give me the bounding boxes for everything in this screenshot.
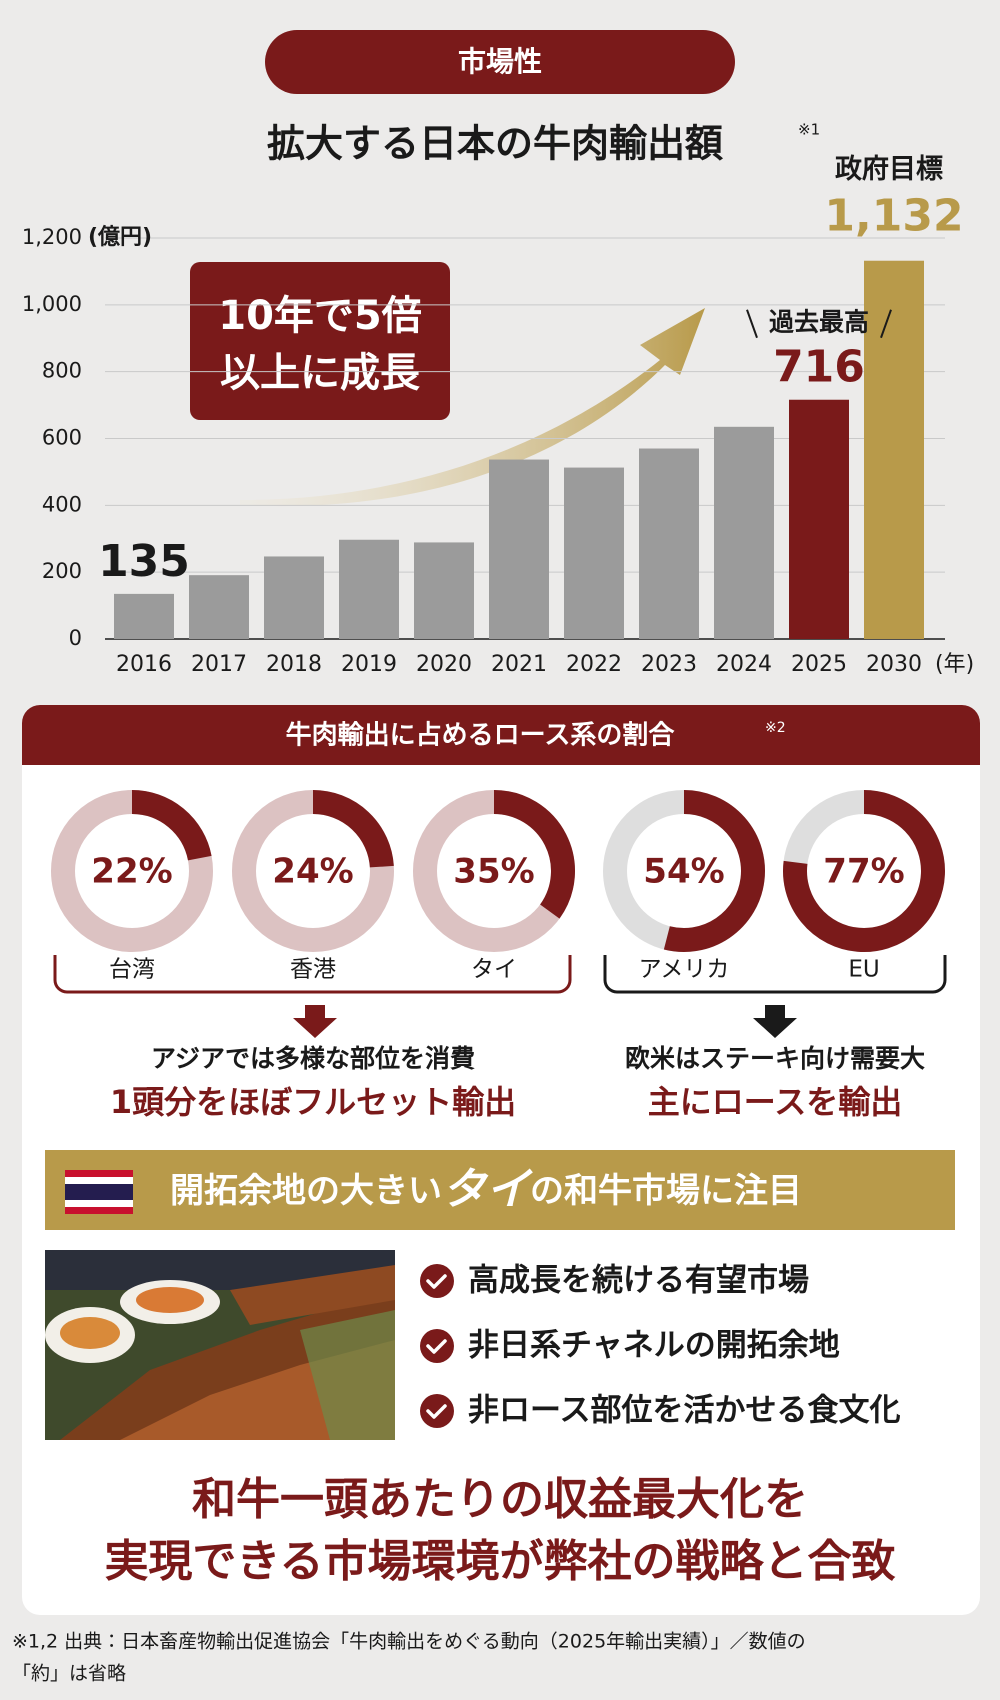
donut-arc (493, 790, 575, 919)
footnote: 「約」は省略 (12, 1663, 126, 1685)
down-arrow (753, 1005, 797, 1038)
bar (564, 467, 624, 639)
check-item: 非日系チャネルの開拓余地 (468, 1328, 840, 1364)
value-label: 1,132 (824, 191, 963, 242)
bar (114, 593, 174, 639)
banner-part: 開拓余地の大きい (170, 1171, 442, 1211)
badge: 市場性 (458, 45, 542, 78)
x-tick-label: 2020 (416, 652, 472, 677)
y-tick-label: 1,000 (22, 292, 82, 316)
note: ※1 (798, 121, 820, 139)
donut-arc (783, 790, 945, 952)
bar (264, 556, 324, 639)
category-label: EU (848, 957, 879, 983)
x-tick-label: 2024 (716, 652, 772, 677)
category-label: タイ (471, 957, 517, 983)
y-tick-label: 200 (42, 559, 82, 583)
conclusion: 実現できる市場環境が弊社の戦略と合致 (104, 1536, 895, 1587)
thai-flag (65, 1170, 133, 1214)
bar (789, 399, 849, 639)
x-axis-label: (年) (935, 652, 974, 677)
bar (339, 539, 399, 639)
banner (45, 1150, 955, 1230)
annotation-slash (880, 309, 892, 339)
x-tick-label: 2030 (866, 652, 922, 677)
y-tick-label: 0 (69, 626, 82, 650)
check-mark (426, 1274, 447, 1289)
footnote: ※1,2 出典：日本畜産物輸出促進協会「牛肉輸出をめぐる動向（2025年輸出実績… (12, 1631, 806, 1653)
x-tick-label: 2017 (191, 652, 247, 677)
x-tick-label: 2021 (491, 652, 547, 677)
donut-arc (131, 790, 212, 861)
callout: 10年で5倍 (218, 293, 422, 339)
conclusion: 和牛一頭あたりの収益最大化を (192, 1474, 808, 1525)
value-label: 54% (643, 852, 724, 892)
banner-part: の和牛市場に注目 (530, 1171, 802, 1211)
bar (189, 575, 249, 639)
growth-arrow (240, 308, 705, 507)
chart-title: 拡大する日本の牛肉輸出額 (267, 122, 723, 166)
banner-emphasis: タイ (442, 1164, 533, 1215)
category-label: アメリカ (639, 957, 730, 983)
y-axis-label: (億円) (88, 224, 152, 250)
banner-text: 開拓余地の大きいタイの和牛市場に注目 (170, 1164, 802, 1215)
bar (489, 459, 549, 639)
check-icon (420, 1264, 454, 1298)
y-tick-label: 400 (42, 492, 82, 516)
x-tick-label: 2018 (266, 652, 322, 677)
annotation: 政府目標 (835, 154, 943, 185)
note: ※2 (765, 720, 786, 736)
annotation: 過去最高 (769, 308, 869, 337)
bracket (603, 955, 947, 994)
value-label: 77% (823, 852, 904, 892)
y-tick-label: 800 (42, 359, 82, 383)
bar (714, 426, 774, 639)
check-mark (426, 1404, 447, 1419)
bar (864, 260, 924, 639)
check-item: 高成長を続ける有望市場 (468, 1263, 809, 1299)
check-item: 非ロース部位を活かせる食文化 (468, 1393, 900, 1429)
y-tick-label: 600 (42, 426, 82, 450)
check-icon (420, 1329, 454, 1363)
donut-arc (663, 790, 765, 952)
category-label: 台湾 (109, 957, 155, 983)
food-photo (45, 1250, 395, 1440)
group-caption: 欧米はステーキ向け需要大 (625, 1044, 925, 1073)
group-caption: アジアでは多様な部位を消費 (151, 1044, 475, 1073)
donut-arc (312, 790, 394, 868)
x-tick-label: 2019 (341, 652, 397, 677)
value-label: 24% (272, 852, 353, 892)
value-label: 22% (91, 852, 172, 892)
annotation-slash (746, 309, 758, 339)
x-tick-label: 2016 (116, 652, 172, 677)
x-tick-label: 2025 (791, 652, 847, 677)
check-icon (420, 1394, 454, 1428)
group-highlight: 1頭分をほぼフルセット輸出 (110, 1083, 516, 1121)
card-header (22, 705, 980, 765)
value-label: 135 (98, 536, 190, 587)
x-tick-label: 2022 (566, 652, 622, 677)
bar (639, 448, 699, 639)
y-tick-label: 1,200 (22, 225, 82, 249)
badge-bg (265, 30, 735, 94)
bar (414, 542, 474, 639)
section-title: 牛肉輸出に占めるロース系の割合 (286, 720, 676, 751)
callout-box (190, 262, 450, 420)
value-label: 35% (453, 852, 534, 892)
bracket (53, 955, 572, 994)
x-tick-label: 2023 (641, 652, 697, 677)
value-label: 716 (773, 342, 865, 393)
category-label: 香港 (290, 957, 336, 983)
check-mark (426, 1339, 447, 1354)
callout: 以上に成長 (220, 350, 420, 396)
down-arrow (293, 1005, 337, 1038)
group-highlight: 主にロースを輸出 (648, 1083, 902, 1121)
